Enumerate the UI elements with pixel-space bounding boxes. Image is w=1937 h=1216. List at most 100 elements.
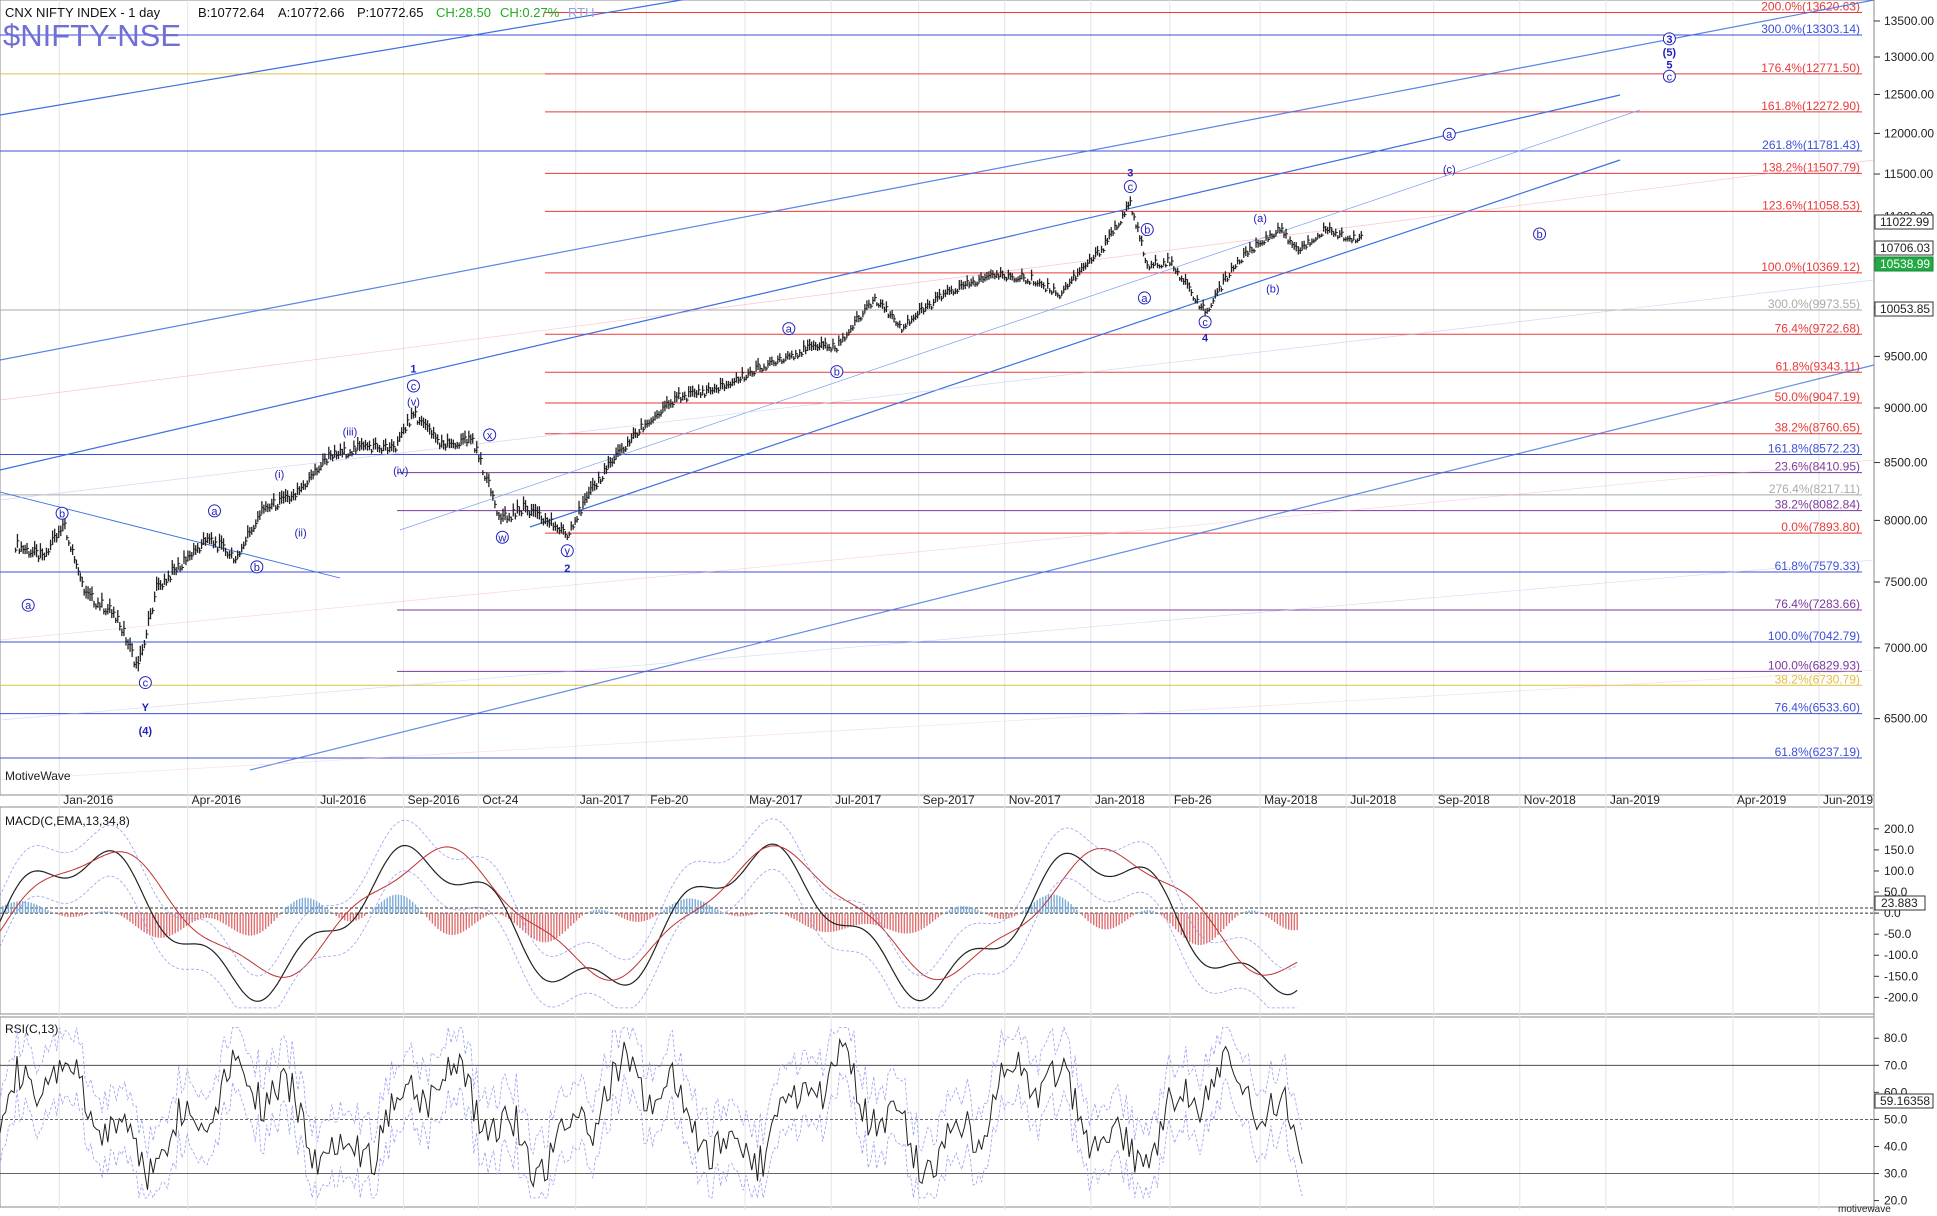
x-tick-label: Jan-2018 [1095, 793, 1145, 807]
wave-label: (iii) [343, 427, 358, 439]
faint-overlays [0, 159, 1875, 781]
macd-histogram [0, 894, 1298, 946]
x-tick-label: Nov-2018 [1524, 793, 1576, 807]
wave-label: c [1667, 71, 1673, 83]
wave-label: (5) [1663, 47, 1677, 59]
channel-line-left-faint [0, 491, 341, 579]
y-tick-label: 6500.00 [1884, 712, 1928, 726]
wave-circle [250, 560, 264, 574]
x-tick-label: Jan-2017 [580, 793, 630, 807]
wave-circle [1198, 315, 1212, 329]
fib-label: 38.2%(8760.65) [1775, 421, 1860, 435]
rsi-last-value: 59.16358 [1880, 1094, 1930, 1108]
wave-label: w [497, 532, 506, 544]
wave-circle [483, 428, 497, 442]
y-tick-label: 9500.00 [1884, 349, 1928, 363]
wave-label: c [143, 678, 149, 690]
y-tick-label: 11500.00 [1884, 167, 1933, 181]
rsi-tick-label: 50.0 [1884, 1112, 1908, 1126]
macd-tick-label: 150.0 [1884, 843, 1914, 857]
x-tick-label: Sep-2018 [1438, 793, 1490, 807]
y-tick-label: 9000.00 [1884, 401, 1928, 415]
wave-label: a [786, 324, 793, 336]
wave-label: (iv) [393, 465, 408, 477]
wave-label: (4) [139, 725, 153, 737]
price-box-2: 10538.99 [1880, 257, 1930, 271]
y-tick-label: 8000.00 [1884, 513, 1928, 527]
change-pct-value: CH:0.27% [500, 5, 560, 20]
wave-circle [1533, 227, 1547, 241]
x-tick-label: Sep-2016 [408, 793, 460, 807]
macd-line [0, 843, 1298, 1002]
wave-label: Y [142, 702, 150, 714]
last-price-boxes: 11022.99 10706.03 10538.99 10053.85 [1874, 214, 1934, 317]
price-bars [14, 196, 1364, 672]
fib-label: 0.0%(7893.80) [1781, 520, 1860, 534]
wave-label: (b) [1266, 284, 1279, 296]
rsi-line [0, 1037, 1303, 1190]
wave-label: (v) [407, 397, 420, 409]
fib-label: 300.0%(9973.55) [1768, 297, 1860, 311]
wave-label: b [254, 562, 260, 574]
wave-label: (a) [1253, 213, 1266, 225]
wave-circle [406, 379, 420, 393]
y-tick-label: 13000.00 [1884, 50, 1934, 64]
bid-value: B:10772.64 [198, 5, 265, 20]
wave-label: b [59, 508, 65, 520]
footer-brand: motivewave [1838, 1204, 1891, 1215]
wave-label: a [1141, 293, 1148, 305]
fib-label: 76.4%(7283.66) [1775, 597, 1860, 611]
x-tick-label: Feb-26 [1174, 793, 1212, 807]
fib-label: 123.6%(11058.53) [1762, 198, 1860, 212]
wave-label: 4 [1202, 332, 1209, 344]
x-tick-label: Sep-2017 [923, 793, 975, 807]
wave-circle [1137, 291, 1151, 305]
macd-title: MACD(C,EMA,13,34,8) [5, 814, 130, 828]
price-box-current: 10706.03 [1880, 241, 1930, 255]
macd-tick-label: 100.0 [1884, 864, 1914, 878]
chart-title: CNX NIFTY INDEX - 1 day [5, 5, 161, 20]
fib-label: 300.0%(13303.14) [1761, 22, 1860, 36]
fib-label: 100.0%(7042.79) [1768, 629, 1860, 643]
elliott-wave-labels: bacY(4)ab(i)(ii)(iii)(iv)(v)c1xwy2abc3ba… [21, 32, 1677, 737]
wave-label: 2 [564, 563, 570, 575]
wave-circle [55, 506, 69, 520]
y-tick-label: 12000.00 [1884, 126, 1934, 140]
x-tick-label: Jan-2016 [63, 793, 113, 807]
x-tick-label: Oct-24 [482, 793, 518, 807]
wave-label: a [1446, 129, 1453, 141]
wave-label: b [834, 367, 840, 379]
macd-last-value: 23.883 [1881, 896, 1918, 910]
rsi-axis: 20.030.040.050.060.070.080.0 [0, 1031, 1908, 1208]
fib-label: 61.8%(6237.19) [1775, 745, 1860, 759]
wave-label: c [1202, 317, 1208, 329]
wave-label: a [25, 600, 32, 612]
symbol-label: $NIFTY-NSE [3, 18, 181, 53]
fib-label: 76.4%(6533.60) [1775, 701, 1860, 715]
fib-label: 61.8%(7579.33) [1775, 559, 1860, 573]
wave-label: b [1144, 225, 1150, 237]
chart-header: CNX NIFTY INDEX - 1 day B:10772.64 A:107… [3, 5, 594, 783]
session-label: RTH [568, 5, 594, 20]
rsi-tick-label: 70.0 [1884, 1058, 1908, 1072]
x-tick-label: Jan-2019 [1610, 793, 1660, 807]
panel-frames [0, 0, 1875, 1210]
trend-channels [0, 0, 1875, 771]
wave-circle [830, 365, 844, 379]
wave-label: 5 [1666, 59, 1672, 71]
wave-circle [21, 598, 35, 612]
wave-label: 1 [410, 364, 416, 376]
wave-label: 3 [1127, 167, 1133, 179]
wave-circle [1442, 127, 1456, 141]
wave-label: (c) [1443, 164, 1456, 176]
y-tick-label: 7000.00 [1884, 641, 1928, 655]
wave-label: a [211, 506, 218, 518]
rsi-tick-label: 40.0 [1884, 1139, 1908, 1153]
wave-circle [560, 544, 574, 558]
fib-label: 76.4%(9722.68) [1775, 321, 1860, 335]
fib-label: 261.8%(11781.43) [1762, 138, 1860, 152]
wave-label: (i) [275, 469, 285, 481]
macd-band-upper [0, 818, 1298, 977]
wave-circle [1123, 180, 1137, 194]
